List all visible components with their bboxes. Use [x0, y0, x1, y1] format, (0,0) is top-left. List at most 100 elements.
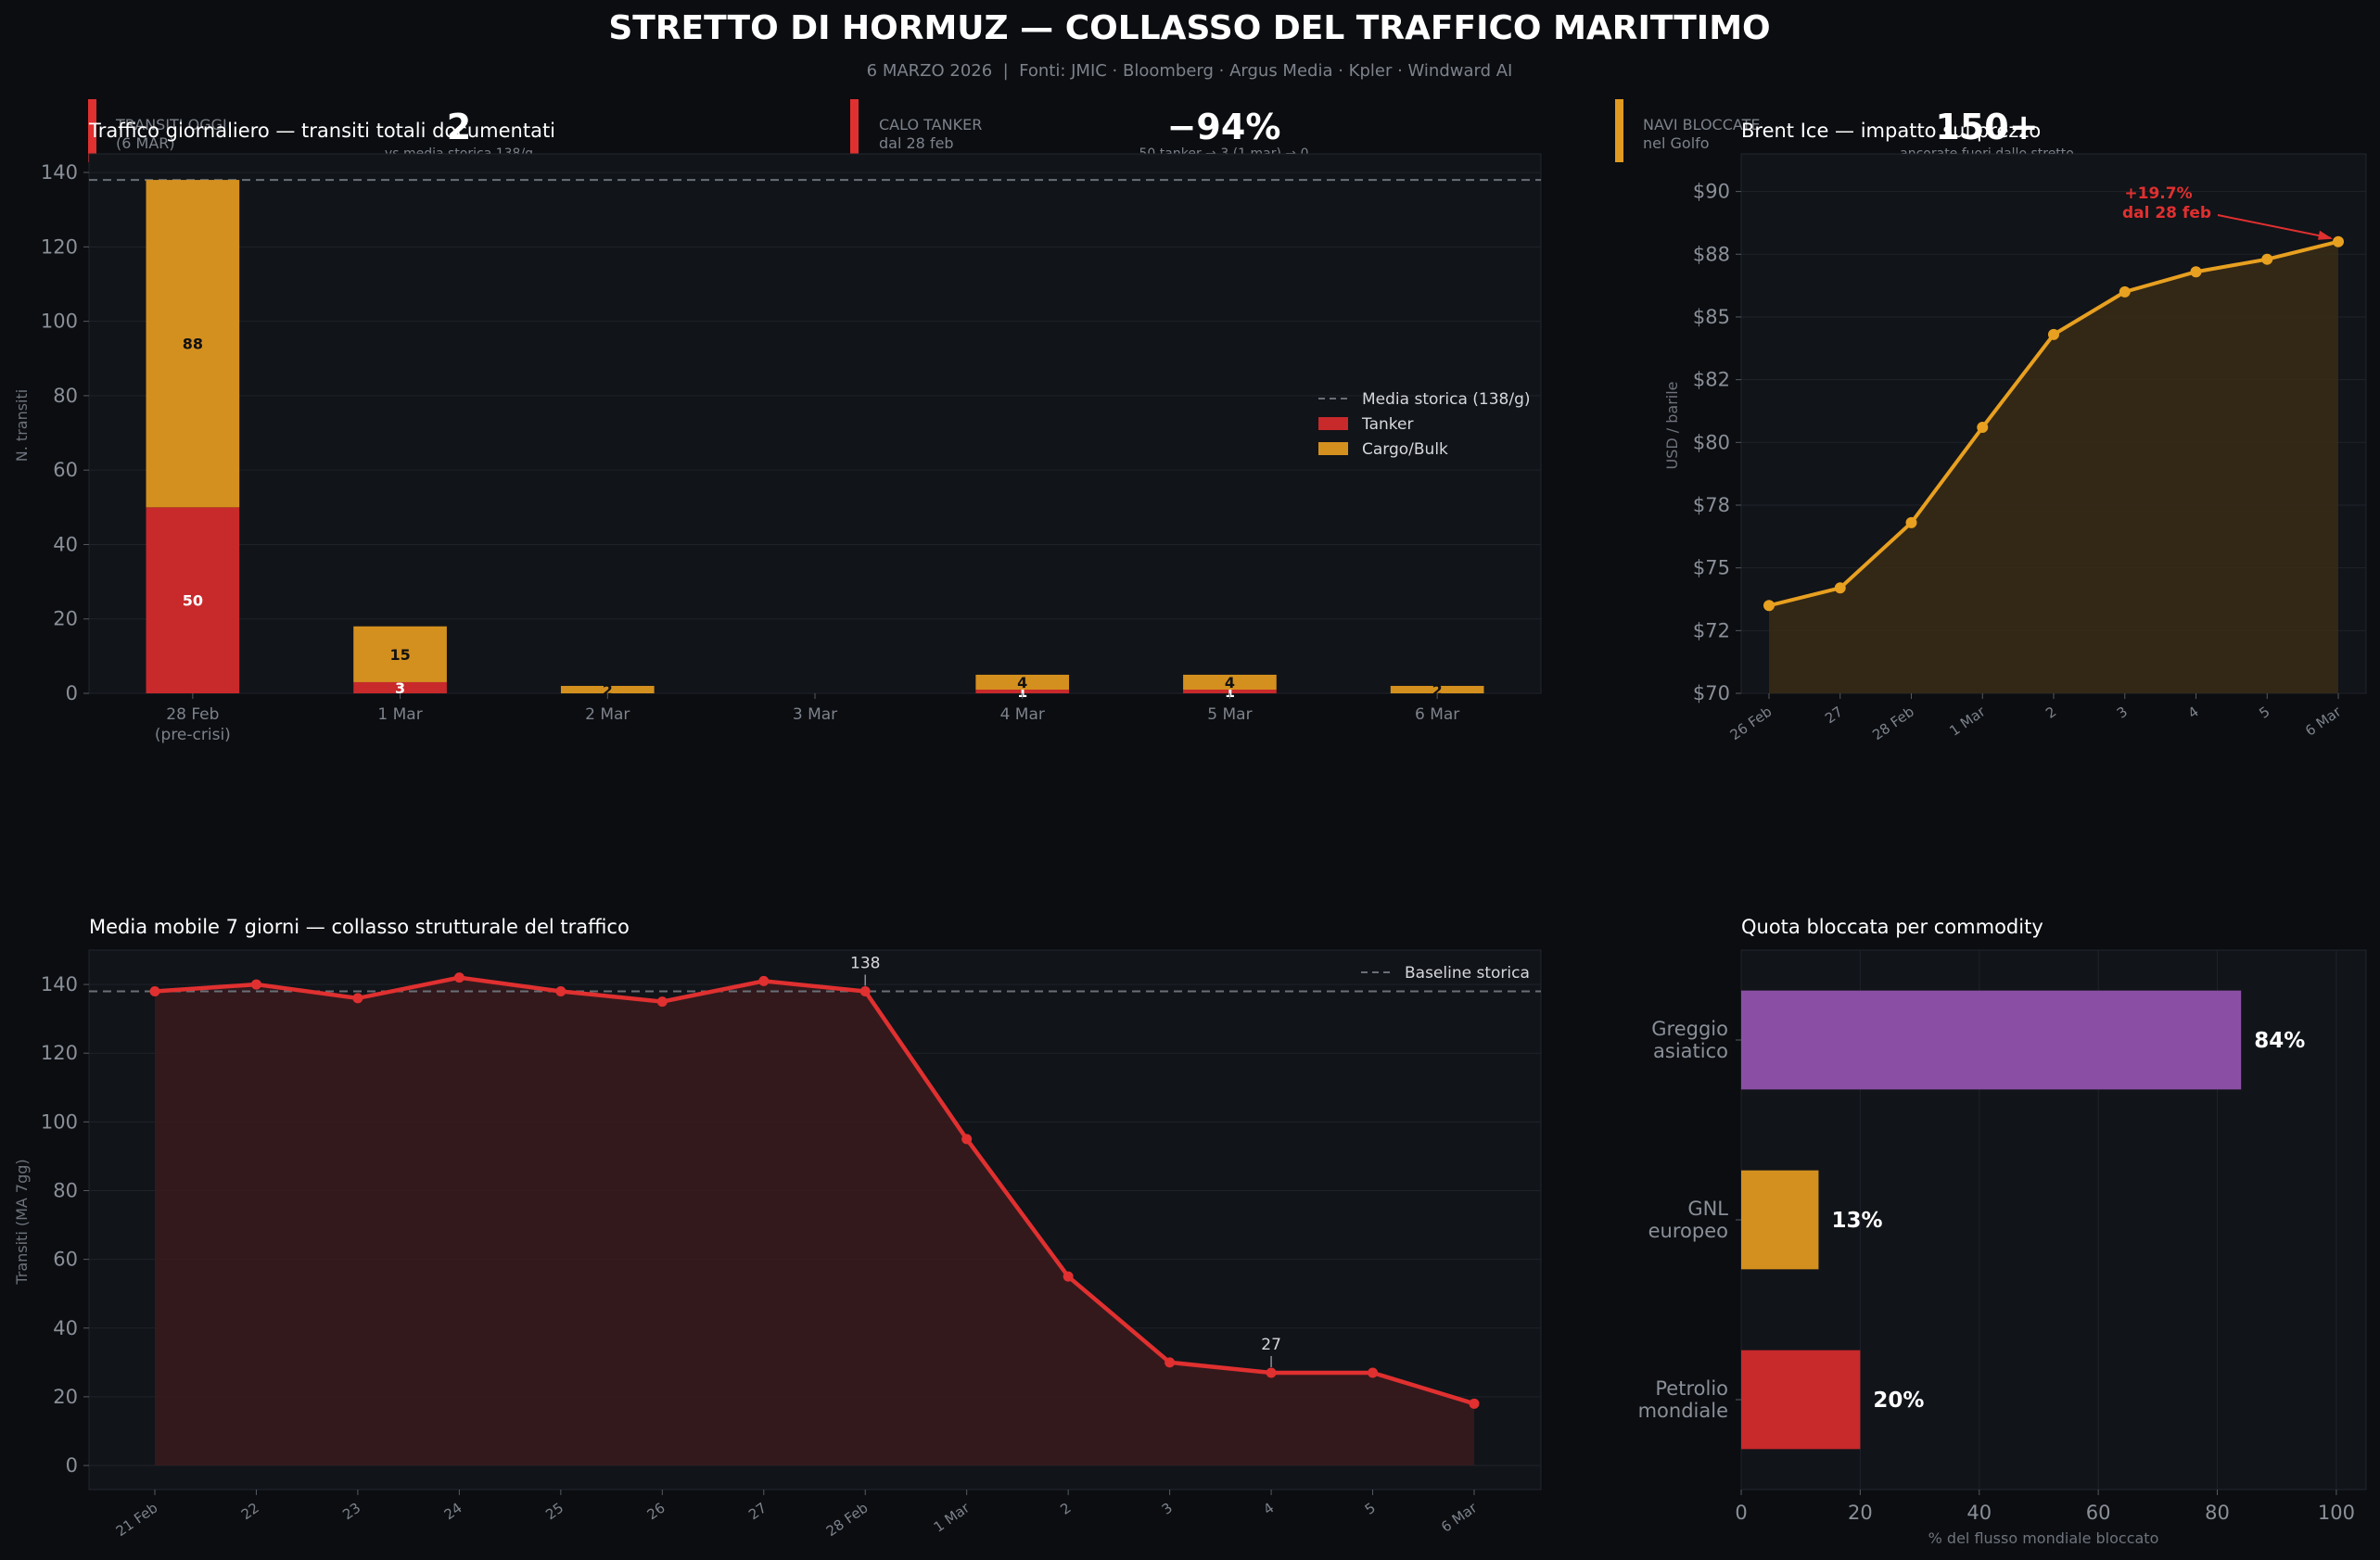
brent-data-point — [2119, 285, 2131, 298]
commodity-value-label: 84% — [2254, 1029, 2305, 1053]
brent-chart-title: Brent Ice — impatto sul prezzo — [1741, 120, 2041, 142]
y-tick-label: 60 — [53, 459, 78, 481]
x-tick-label: 100 — [2318, 1502, 2355, 1524]
cargo-value-label: 15 — [389, 646, 410, 664]
x-tick-label: 1 Mar — [377, 705, 422, 724]
x-tick-label: 28 Feb — [166, 705, 219, 724]
x-tick-label: 22 — [238, 1500, 262, 1524]
tanker-value-label: 1 — [1017, 683, 1027, 701]
ma-data-point — [1469, 1398, 1480, 1409]
ma-data-point — [352, 993, 363, 1004]
y-tick-label: $85 — [1693, 306, 1730, 328]
ma-data-point — [1368, 1367, 1379, 1378]
y-tick-label: 60 — [53, 1249, 78, 1271]
x-tick-label: 60 — [2086, 1502, 2111, 1524]
y-tick-label: $88 — [1693, 243, 1730, 265]
y-tick-label: 120 — [41, 1042, 78, 1064]
x-tick-label: 5 — [1362, 1500, 1379, 1518]
annotation-arrow — [2217, 214, 2332, 239]
x-tick-label: 25 — [542, 1500, 566, 1524]
ma-data-point — [656, 996, 668, 1008]
commodity-label: Greggio — [1651, 1018, 1728, 1040]
y-tick-label: 120 — [41, 235, 78, 258]
ma-data-point — [859, 985, 871, 996]
ma-data-point — [1063, 1271, 1074, 1282]
cargo-value-label: 88 — [183, 336, 203, 353]
y-tick-label: $78 — [1693, 494, 1730, 516]
brent-data-point — [2261, 253, 2273, 265]
page-subtitle: 6 MARZO 2026 | Fonti: JMIC · Bloomberg ·… — [867, 61, 1513, 81]
cargo-bar — [975, 674, 1070, 690]
commodity-label: Petrolio — [1655, 1377, 1728, 1400]
cargo-value-label: 2 — [1432, 681, 1443, 699]
x-tick-label: 4 — [1260, 1500, 1277, 1518]
cargo-value-label: 4 — [1017, 674, 1027, 691]
legend-label-reference: Media storica (138/g) — [1362, 390, 1531, 409]
ma-data-point — [149, 985, 160, 996]
brent-data-point — [1905, 516, 1917, 528]
x-tick-label: 5 — [2256, 704, 2272, 722]
commodity-value-label: 20% — [1873, 1389, 1924, 1413]
cargo-value-label: 2 — [603, 681, 613, 699]
cargo-bar — [1183, 674, 1277, 690]
y-tick-label: $90 — [1693, 181, 1730, 203]
tanker-value-label: 50 — [183, 592, 203, 610]
brent-data-point — [2048, 328, 2059, 340]
x-tick-label: 6 Mar — [1438, 1499, 1481, 1536]
y-tick-label: $80 — [1693, 431, 1730, 453]
x-tick-label: 0 — [1735, 1502, 1747, 1524]
cargo-bar — [1390, 685, 1484, 693]
y-tick-label: $75 — [1693, 557, 1730, 579]
ma-line — [154, 975, 1475, 1406]
cargo-bar — [146, 180, 240, 508]
kpi-sublabel: (6 MAR) — [116, 134, 175, 152]
cargo-bar — [353, 626, 447, 682]
daily-y-axis-title: N. transiti — [13, 389, 31, 462]
x-tick-label: 24 — [441, 1500, 465, 1524]
x-tick-label: 5 Mar — [1207, 705, 1252, 724]
kpi-label: TRANSITI OGGI — [115, 116, 227, 133]
cargo-bar — [560, 685, 655, 693]
legend-swatch-tanker — [1318, 417, 1348, 430]
share-chart-title: Quota bloccata per commodity — [1741, 916, 2043, 938]
kpi-sublabel: nel Golfo — [1643, 134, 1710, 152]
ma-value-annotation: 138 — [850, 954, 880, 972]
brent-data-point — [2333, 235, 2344, 247]
y-tick-label: 100 — [41, 311, 78, 333]
ma-value-annotation: 27 — [1261, 1336, 1281, 1354]
y-tick-label: 0 — [66, 682, 78, 704]
y-tick-label: $70 — [1693, 682, 1730, 704]
annotation-arrowhead — [2318, 230, 2333, 240]
commodity-bar — [1741, 1170, 1819, 1270]
kpi-sublabel: dal 28 feb — [879, 134, 954, 152]
x-tick-label: 3 — [2114, 704, 2131, 722]
x-tick-label: 3 — [1159, 1500, 1176, 1518]
legend-swatch-cargo — [1318, 442, 1348, 455]
kpi-card-tanker-drop: CALO TANKER dal 28 feb −94% 50 tanker → … — [850, 99, 1308, 162]
x-tick-label: 28 Feb — [1869, 704, 1917, 744]
x-tick-label: 6 Mar — [2302, 703, 2345, 740]
tanker-value-label: 3 — [395, 679, 405, 697]
x-tick-label: 1 Mar — [1946, 703, 1989, 740]
kpi-accent-bar — [88, 99, 96, 162]
plot-area — [88, 153, 1542, 694]
kpi-value: −94% — [1167, 107, 1281, 147]
x-tick-label: 27 — [1822, 704, 1846, 728]
kpi-value: 150+ — [1935, 107, 2038, 147]
tanker-bar — [146, 507, 240, 693]
brent-data-point — [2190, 266, 2202, 278]
y-tick-label: 20 — [53, 608, 78, 630]
x-tick-label: 4 Mar — [1000, 705, 1045, 724]
share-x-axis-title: % del flusso mondiale bloccato — [1928, 1529, 2159, 1547]
x-tick-label: 4 — [2185, 704, 2202, 722]
x-tick-label: 21 Feb — [113, 1500, 161, 1541]
x-tick-label: 2 — [1057, 1500, 1074, 1518]
x-tick-label: 6 Mar — [1415, 705, 1459, 724]
brent-y-axis-title: USD / barile — [1663, 381, 1681, 469]
commodity-bar — [1741, 1350, 1861, 1450]
x-tick-label: 2 — [2043, 704, 2059, 722]
x-tick-label: 40 — [1966, 1502, 1992, 1524]
tanker-value-label: 1 — [1225, 683, 1235, 701]
ma-data-point — [1165, 1357, 1176, 1368]
